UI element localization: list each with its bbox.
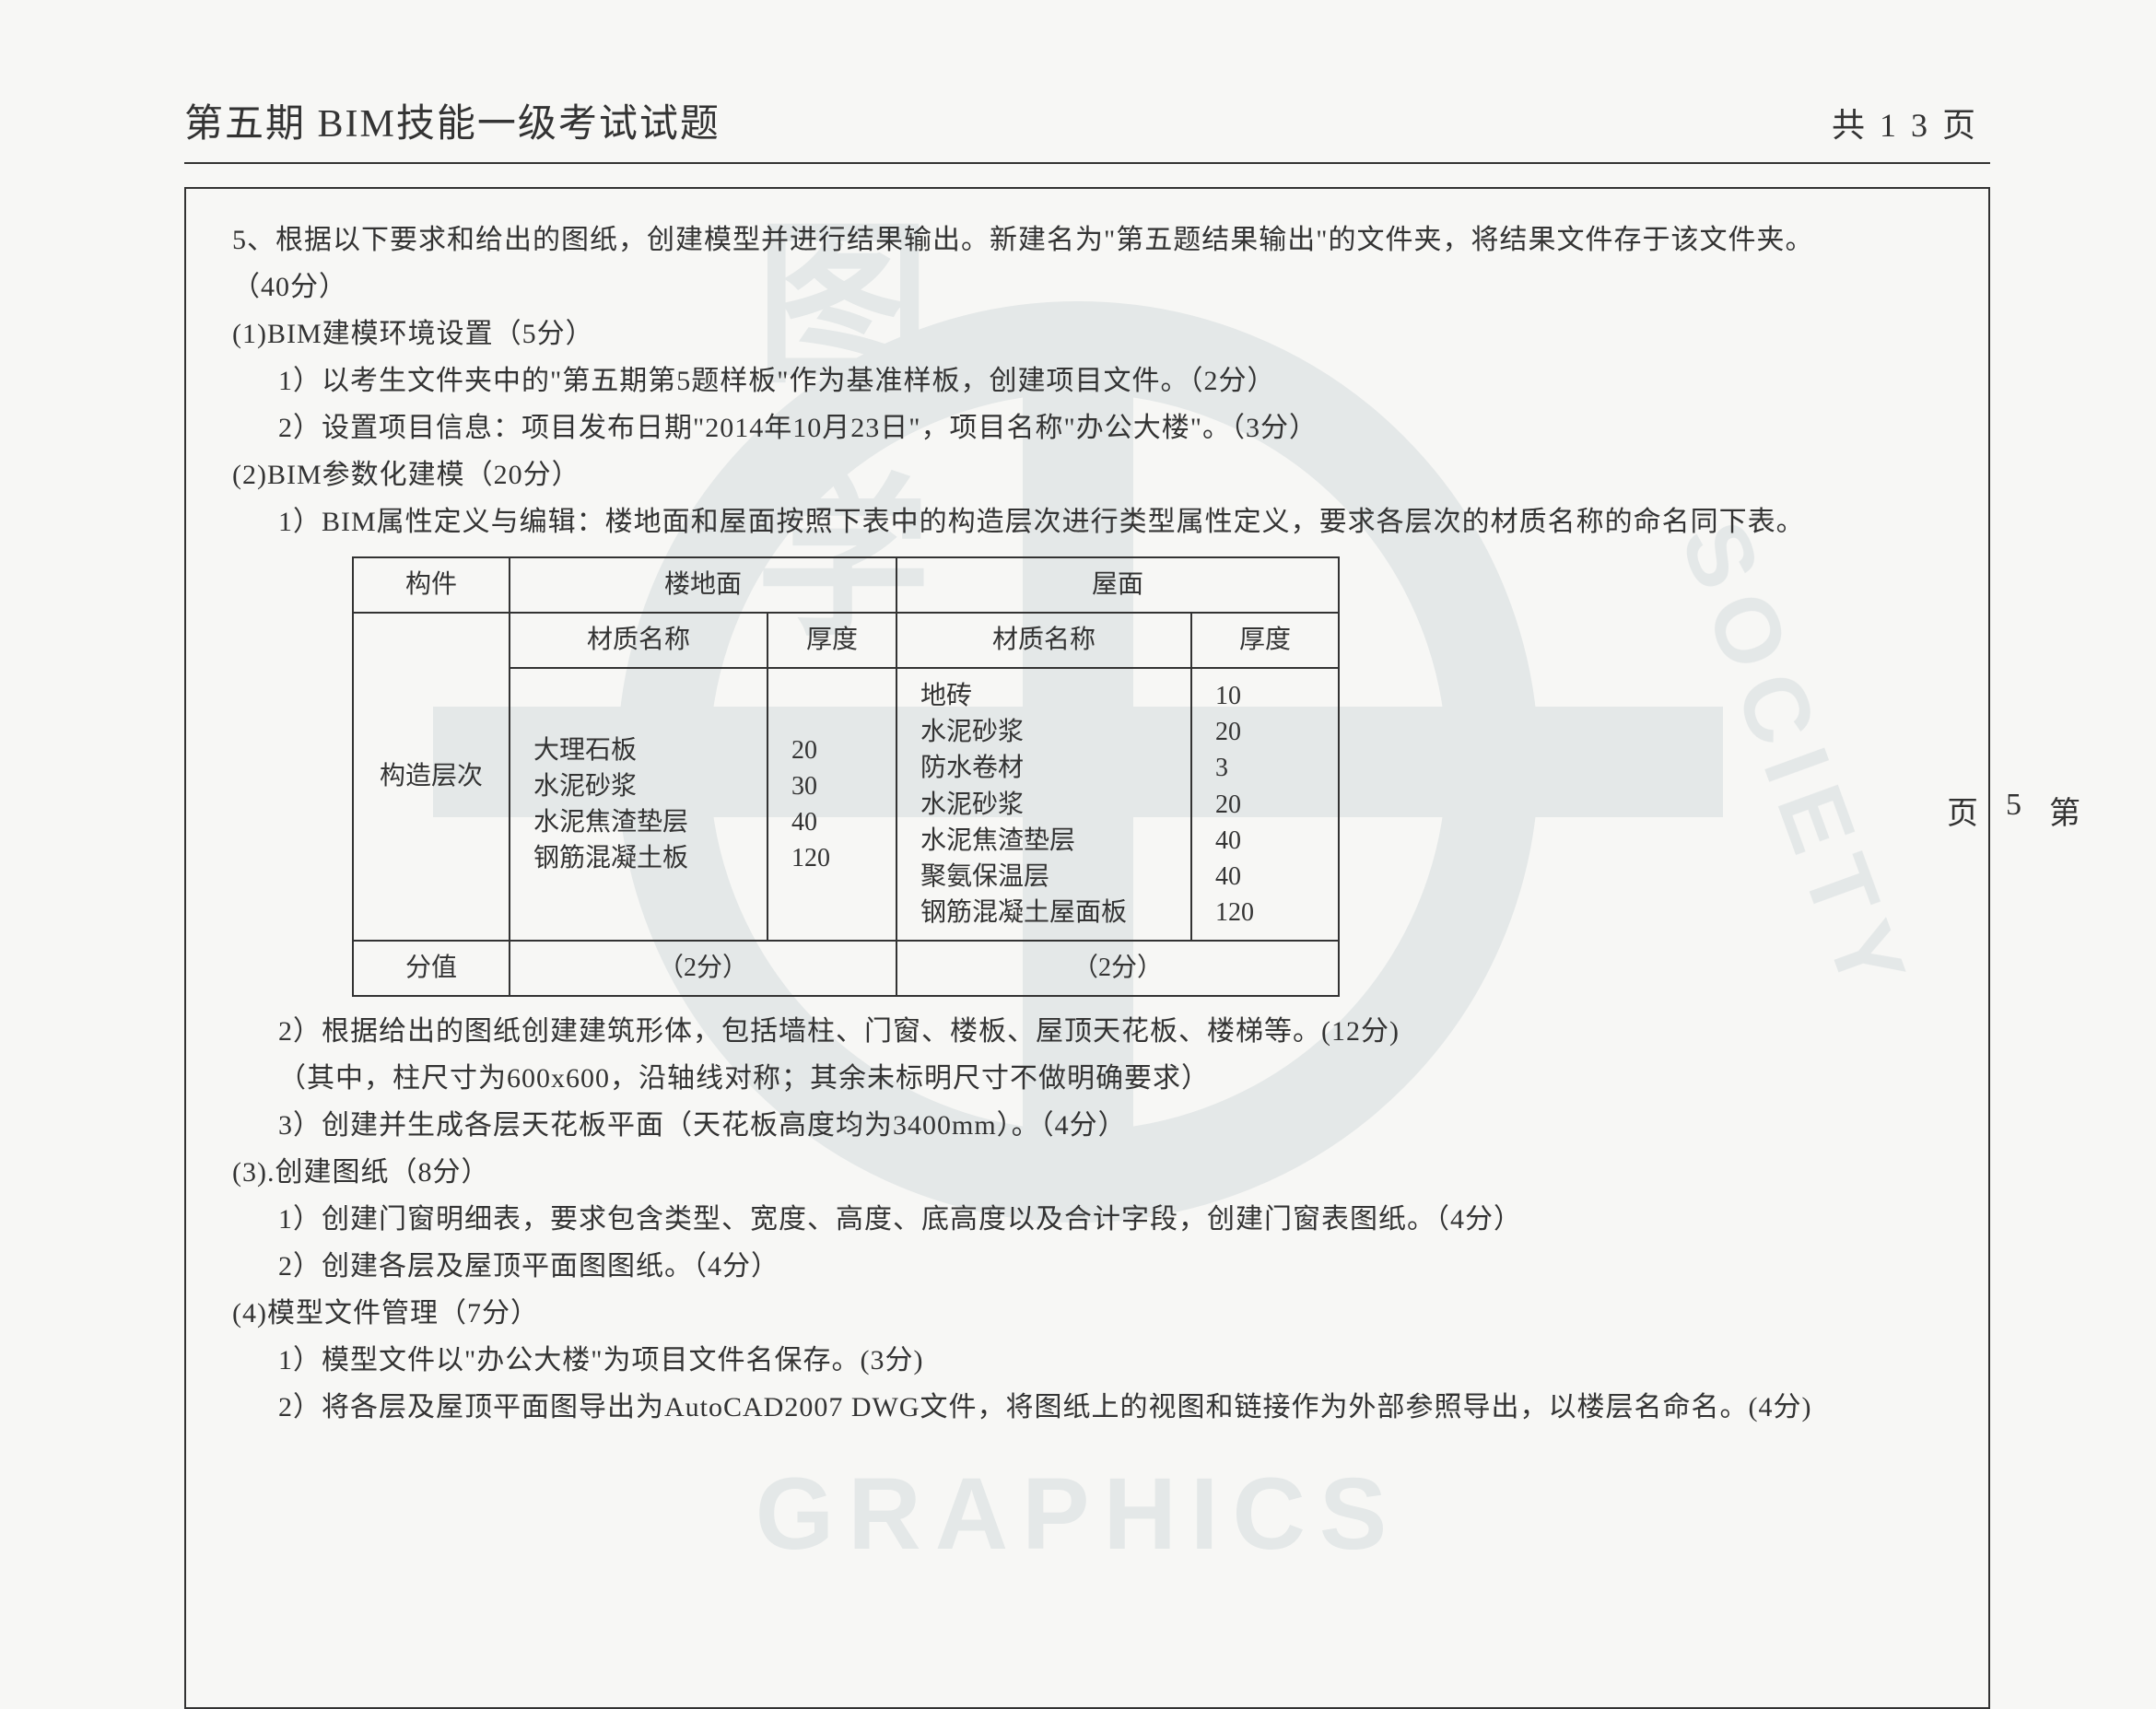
section-4-item-1: 1）模型文件以"办公大楼"为项目文件名保存。(3分) <box>232 1337 1942 1384</box>
th-layers: 构造层次 <box>353 613 510 941</box>
page-total: 共13页 <box>1832 99 1990 146</box>
exam-title: 第五期 BIM技能一级考试试题 <box>184 92 721 148</box>
section-1-item-2: 2）设置项目信息：项目发布日期"2014年10月23日"，项目名称"办公大楼"。… <box>232 404 1942 451</box>
side-page-number: 第 5 页 <box>1947 778 2108 842</box>
section-4-title: (4)模型文件管理（7分） <box>232 1290 1942 1337</box>
materials-table-wrap: 构件 楼地面 屋面 构造层次 材质名称 厚度 材质名称 厚度 大理石板 水泥砂浆… <box>352 556 1942 997</box>
table-row: 构造层次 材质名称 厚度 材质名称 厚度 <box>353 613 1339 668</box>
th-material-roof: 材质名称 <box>896 613 1191 668</box>
th-material-floor: 材质名称 <box>510 613 767 668</box>
td-floor-materials: 大理石板 水泥砂浆 水泥焦渣垫层 钢筋混凝土板 <box>510 668 767 941</box>
page-content: 第五期 BIM技能一级考试试题 共13页 5、根据以下要求和给出的图纸，创建模型… <box>184 92 1990 1709</box>
th-thickness-roof: 厚度 <box>1191 613 1339 668</box>
section-1-title: (1)BIM建模环境设置（5分） <box>232 310 1942 357</box>
materials-table: 构件 楼地面 屋面 构造层次 材质名称 厚度 材质名称 厚度 大理石板 水泥砂浆… <box>352 556 1340 997</box>
section-4-item-2: 2）将各层及屋顶平面图导出为AutoCAD2007 DWG文件，将图纸上的视图和… <box>232 1384 1942 1431</box>
th-floor: 楼地面 <box>510 557 896 613</box>
td-score-floor: （2分） <box>510 941 896 996</box>
th-thickness-floor: 厚度 <box>767 613 896 668</box>
td-score-roof: （2分） <box>896 941 1339 996</box>
td-roof-thickness: 10 20 3 20 40 40 120 <box>1191 668 1339 941</box>
td-roof-materials: 地砖 水泥砂浆 防水卷材 水泥砂浆 水泥焦渣垫层 聚氨保温层 钢筋混凝土屋面板 <box>896 668 1191 941</box>
section-1-item-1: 1）以考生文件夹中的"第五期第5题样板"作为基准样板，创建项目文件。（2分） <box>232 357 1942 404</box>
th-component: 构件 <box>353 557 510 613</box>
th-score: 分值 <box>353 941 510 996</box>
section-2-item-2: 2）根据给出的图纸创建建筑形体，包括墙柱、门窗、楼板、屋顶天花板、楼梯等。(12… <box>232 1008 1942 1055</box>
section-2-item-2b: （其中，柱尺寸为600x600，沿轴线对称；其余未标明尺寸不做明确要求） <box>232 1055 1942 1102</box>
td-floor-thickness: 20 30 40 120 <box>767 668 896 941</box>
section-3-item-2: 2）创建各层及屋顶平面图图纸。（4分） <box>232 1243 1942 1290</box>
section-2-item-1: 1）BIM属性定义与编辑：楼地面和屋面按照下表中的构造层次进行类型属性定义，要求… <box>232 498 1942 545</box>
question-intro-2: （40分） <box>232 263 1942 310</box>
section-3-title: (3).创建图纸（8分） <box>232 1149 1942 1196</box>
table-row: 构件 楼地面 屋面 <box>353 557 1339 613</box>
question-box: 5、根据以下要求和给出的图纸，创建模型并进行结果输出。新建名为"第五题结果输出"… <box>184 187 1990 1709</box>
section-2-item-3: 3）创建并生成各层天花板平面（天花板高度均为3400mm）。（4分） <box>232 1102 1942 1149</box>
section-3-item-1: 1）创建门窗明细表，要求包含类型、宽度、高度、底高度以及合计字段，创建门窗表图纸… <box>232 1196 1942 1243</box>
th-roof: 屋面 <box>896 557 1339 613</box>
table-row: 分值 （2分） （2分） <box>353 941 1339 996</box>
section-2-title: (2)BIM参数化建模（20分） <box>232 451 1942 498</box>
page-header: 第五期 BIM技能一级考试试题 共13页 <box>184 92 1990 164</box>
question-intro-1: 5、根据以下要求和给出的图纸，创建模型并进行结果输出。新建名为"第五题结果输出"… <box>232 217 1942 263</box>
